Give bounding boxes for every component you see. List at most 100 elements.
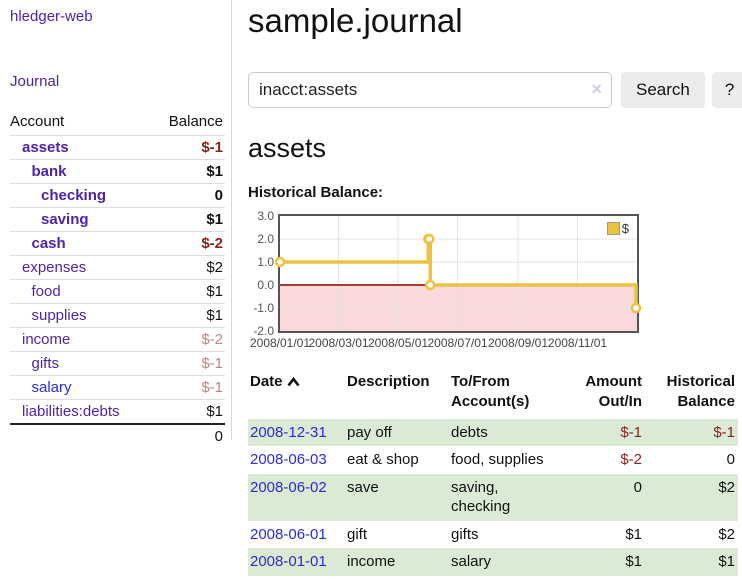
transaction-amount: 0: [633, 478, 642, 496]
account-tree-body: assets $-1 bank $1 checking 0 saving $1 cash $-2 e…: [10, 135, 225, 424]
search-input[interactable]: [248, 72, 612, 108]
account-link-assets[interactable]: assets: [22, 139, 69, 156]
account-link-gifts[interactable]: gifts: [31, 355, 60, 372]
account-row: checking 0: [10, 183, 225, 208]
account-total-balance: 0: [152, 423, 225, 448]
account-balance: $1: [152, 207, 225, 232]
transaction-date-link[interactable]: 2008-06-03: [250, 451, 327, 468]
legend-series-label: $: [621, 221, 629, 236]
account-row: gifts $-1: [10, 351, 225, 376]
account-balance: $-2: [152, 231, 225, 256]
account-balance: $1: [152, 159, 225, 184]
chart-plot-area: $: [274, 214, 642, 333]
chart-legend: $: [605, 221, 630, 236]
transaction-amount: $1: [625, 525, 642, 543]
account-column-header: Account: [10, 113, 65, 130]
y-axis-tick-label: 3.0: [257, 209, 274, 223]
transaction-balance: $2: [718, 525, 735, 543]
transaction-accounts: food, supplies: [451, 451, 544, 468]
account-row: bank $1: [10, 159, 225, 184]
x-axis-tick-label: 2008/01/01: [249, 336, 311, 350]
account-row: income $-2: [10, 327, 225, 352]
account-link-food[interactable]: food: [31, 283, 61, 300]
search-input-wrap: ×: [248, 72, 612, 108]
account-link-bank[interactable]: bank: [31, 163, 67, 180]
transaction-amount: $-2: [620, 451, 642, 468]
transaction-accounts: salary: [451, 553, 492, 570]
transaction-accounts: debts: [451, 423, 488, 441]
balance-column-header: Balance: [168, 113, 223, 130]
historical-balance-chart: 3.0 2.0 1.0 0.0 -1.0 -2.0 $ 2008/01/01 2008/03…: [248, 207, 642, 350]
transaction-date-link[interactable]: 2008-01-01: [250, 553, 327, 570]
x-axis-tick-label: 2008/11/01: [547, 336, 608, 350]
page-title: sample.journal: [248, 2, 463, 39]
account-link-salary[interactable]: salary: [31, 379, 72, 396]
account-link-expenses[interactable]: expenses: [22, 259, 87, 276]
legend-swatch-icon: [606, 222, 620, 235]
transaction-row: 2008-06-02 save saving, checking 0 $2: [248, 473, 738, 521]
transaction-balance: $2: [718, 478, 735, 496]
account-page-title: assets: [248, 133, 327, 163]
account-link-supplies[interactable]: supplies: [31, 307, 87, 324]
account-balance: $-1: [152, 135, 225, 160]
transaction-row: 2008-06-03 eat & shop food, supplies $-2 0: [248, 446, 738, 474]
account-row: salary $-1: [10, 375, 225, 400]
transaction-amount: $1: [625, 553, 642, 570]
account-row: saving $1: [10, 207, 225, 232]
y-axis-tick-label: -2.0: [253, 324, 274, 338]
description-column-header: Description: [347, 373, 430, 390]
transaction-date-link[interactable]: 2008-06-02: [250, 478, 327, 496]
account-row: food $1: [10, 279, 225, 304]
transaction-row: 2008-01-01 income salary $1 $1: [248, 548, 738, 576]
amount-column-header: Amount Out/In: [585, 373, 642, 411]
account-row: liabilities:debts $1: [10, 399, 225, 424]
sidebar-item-journal[interactable]: Journal: [10, 73, 60, 90]
help-button[interactable]: ?: [711, 72, 742, 108]
account-link-checking[interactable]: checking: [41, 187, 107, 204]
transaction-description: eat & shop: [347, 451, 419, 468]
account-total-spacer: [10, 423, 153, 448]
x-axis-tick-label: 2008/03/01: [308, 336, 369, 350]
transaction-description: income: [347, 553, 396, 570]
account-tree-table: Account Balance assets $-1 bank $1 checking 0…: [10, 110, 225, 448]
x-axis-tick-label: 2008/09/01: [487, 336, 549, 350]
transaction-balance: $1: [718, 553, 735, 570]
transaction-balance: $-1: [713, 423, 735, 441]
transaction-amount: $-1: [620, 423, 642, 441]
balance-column-header-register: Historical Balance: [666, 373, 735, 411]
search-form: × Search ?: [248, 72, 742, 108]
date-column-header[interactable]: Date: [248, 370, 345, 419]
account-balance: $2: [152, 255, 225, 280]
account-balance: $-1: [152, 351, 225, 376]
transaction-accounts: saving, checking: [451, 478, 511, 516]
x-axis-tick-label: 2008/05/01: [367, 336, 429, 350]
account-link-income[interactable]: income: [22, 331, 71, 348]
transaction-balance: 0: [726, 451, 735, 468]
account-row: assets $-1: [10, 135, 225, 160]
transaction-description: pay off: [347, 423, 392, 441]
account-balance: $-1: [152, 375, 225, 400]
search-button[interactable]: Search: [621, 72, 705, 108]
account-link-liabilities-debts[interactable]: liabilities:debts: [22, 403, 120, 420]
x-axis-tick-label: 2008/07/01: [427, 336, 488, 350]
sidebar: hledger-web Journal Account Balance asse…: [0, 0, 232, 448]
account-row: expenses $2: [10, 255, 225, 280]
y-axis-tick-label: -1.0: [253, 301, 274, 315]
account-link-cash[interactable]: cash: [31, 235, 66, 252]
y-axis-tick-label: 2.0: [257, 232, 274, 246]
account-total-row: 0: [10, 423, 225, 448]
transaction-date-link[interactable]: 2008-06-01: [250, 525, 327, 543]
transaction-row: 2008-06-01 gift gifts $1 $2: [248, 521, 738, 549]
chart-title: Historical Balance:: [248, 184, 384, 201]
account-balance: $1: [152, 279, 225, 304]
transaction-description: gift: [347, 525, 368, 543]
account-balance: $1: [152, 303, 225, 328]
main-content: sample.journal × Search ? assets Histori…: [248, 0, 742, 576]
clear-search-icon[interactable]: ×: [591, 79, 602, 99]
transaction-date-link[interactable]: 2008-12-31: [250, 423, 327, 441]
account-balance: $-2: [152, 327, 225, 352]
y-axis-tick-label: 0.0: [257, 278, 274, 292]
account-link-saving[interactable]: saving: [41, 211, 89, 228]
app-title-link[interactable]: hledger-web: [10, 8, 93, 25]
